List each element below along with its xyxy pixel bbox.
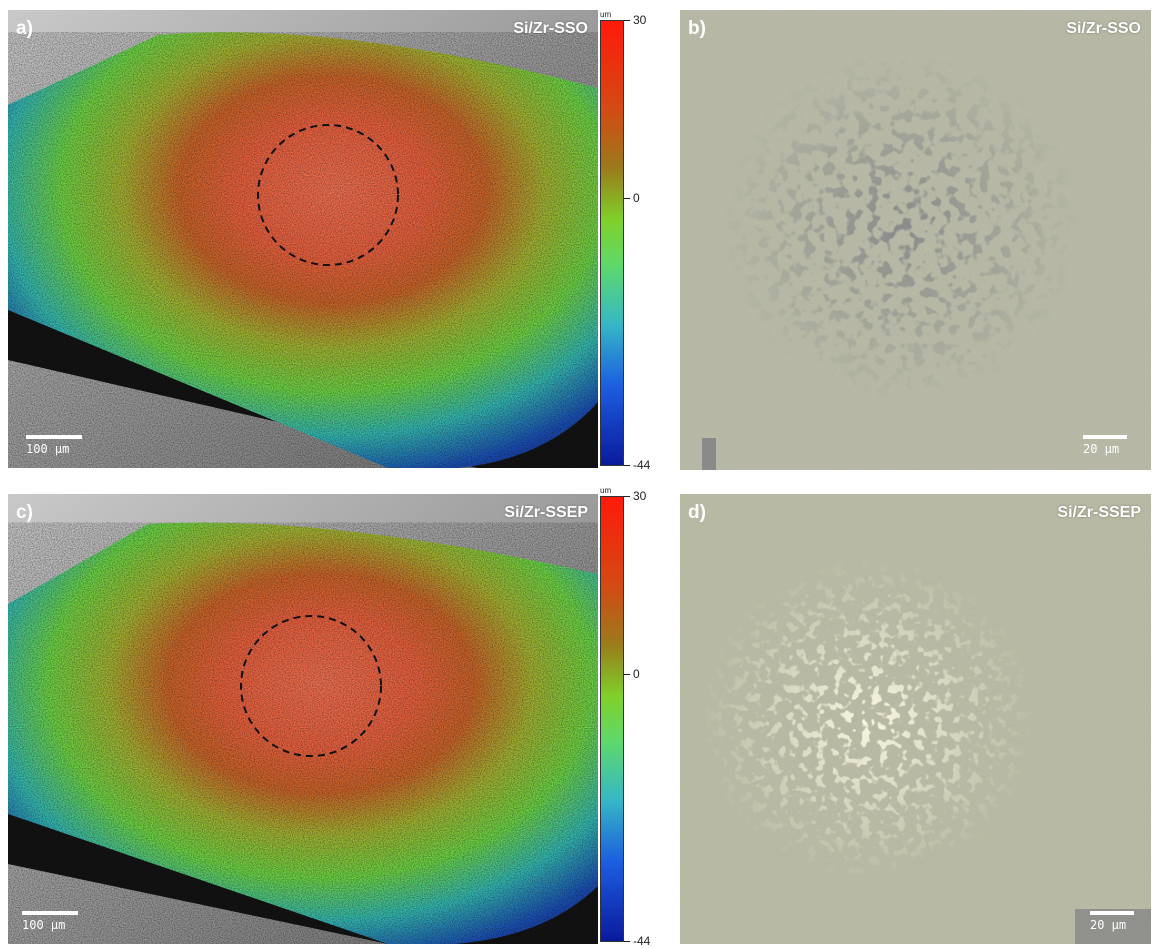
height-colorbar-bottom: um 30 0 -44 [600,486,660,948]
colorbar-mid-label: 0 [633,191,640,205]
colorbar-min-label: -44 [633,934,651,948]
colorbar-max-label: 30 [633,489,647,503]
panel-a-3d-profile: a) Si/Zr-SSO 100 µm [8,10,598,468]
scale-bar-label: 100 µm [26,442,70,456]
sample-label: Si/Zr-SSO [513,20,588,37]
colorbar-max-label: 30 [633,13,647,27]
height-map-image [8,10,598,468]
scale-bar: 20 µm [1090,911,1134,932]
sample-label: Si/Zr-SSEP [504,504,588,521]
colorbar-unit: um [600,486,612,495]
panel-label: b) [688,18,706,39]
panel-c-3d-profile: c) Si/Zr-SSEP 100 µm [8,494,598,944]
colorbar-unit: um [600,10,612,19]
scale-bar-label: 100 µm [22,918,66,932]
height-colorbar-top: um 30 0 -44 [600,10,660,472]
scale-bar-label: 20 µm [1083,442,1120,456]
sample-label: Si/Zr-SSEP [1057,504,1141,521]
panel-label: a) [16,18,33,39]
panel-label: c) [16,502,33,523]
sample-label: Si/Zr-SSO [1066,20,1141,37]
panel-b-micrograph: b) Si/Zr-SSO 20 µm [680,10,1151,470]
micrograph-image [680,494,1151,944]
panel-label: d) [688,502,706,523]
height-map-image [8,494,598,944]
colorbar-mid-label: 0 [633,667,640,681]
scale-bar: 100 µm [26,435,82,456]
scale-bar-label: 20 µm [1090,918,1127,932]
micrograph-image [680,10,1151,470]
scale-bar: 20 µm [1083,435,1127,456]
panel-d-micrograph: d) Si/Zr-SSEP 20 µm [680,494,1151,944]
scale-bar: 100 µm [22,911,78,932]
colorbar-min-label: -44 [633,458,651,472]
